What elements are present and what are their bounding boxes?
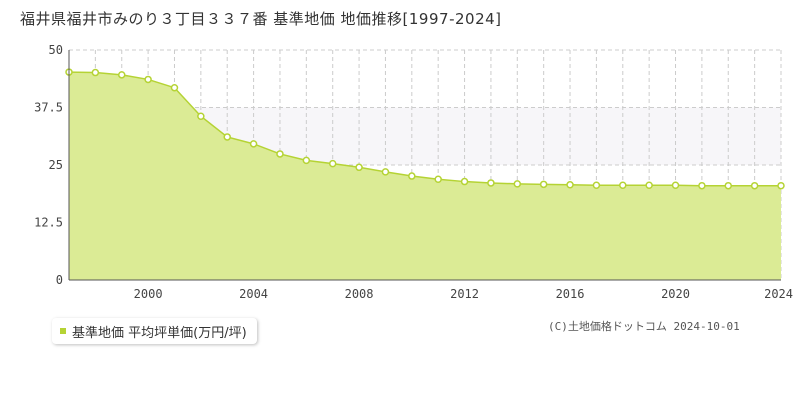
data-point[interactable] (408, 172, 416, 180)
data-point[interactable] (144, 75, 152, 84)
data-point[interactable] (487, 179, 495, 187)
data-point[interactable] (276, 150, 284, 158)
y-tick-label: 50 (49, 43, 63, 57)
data-point[interactable] (249, 140, 258, 148)
data-point[interactable] (645, 181, 653, 189)
data-point[interactable] (698, 181, 706, 190)
y-tick-label: 12.5 (34, 216, 63, 230)
data-point[interactable] (566, 181, 574, 189)
y-tick-label: 25 (49, 158, 63, 172)
data-point[interactable] (724, 181, 733, 190)
data-point[interactable] (460, 177, 469, 186)
x-tick-label: 2016 (556, 287, 585, 301)
data-point[interactable] (671, 181, 680, 189)
data-point[interactable] (434, 175, 442, 184)
data-point[interactable] (328, 159, 337, 168)
x-tick-label: 2020 (661, 287, 690, 301)
x-tick-label: 2004 (239, 287, 268, 301)
y-tick-label: 0 (56, 273, 63, 287)
data-point[interactable] (777, 181, 785, 190)
legend-label: 基準地価 平均坪単価(万円/坪) (72, 325, 247, 341)
data-point[interactable] (223, 133, 231, 141)
chart-title: 福井県福井市みのり３丁目３３７番 基準地価 地価推移[1997-2024] (20, 10, 502, 28)
chart-area: 0 12.5 25 37.5 50 2000 2004 2008 2012 2016 2020 202… (34, 43, 793, 301)
data-point[interactable] (91, 68, 100, 77)
x-tick-label: 2008 (345, 287, 374, 301)
data-point[interactable] (750, 181, 759, 190)
copyright-text: (C)土地価格ドットコム 2024-10-01 (548, 320, 740, 333)
x-tick-label: 2024 (764, 287, 793, 301)
data-point[interactable] (170, 83, 179, 92)
data-point[interactable] (302, 156, 311, 165)
data-point[interactable] (381, 168, 390, 176)
legend[interactable]: 基準地価 平均坪単価(万円/坪) (52, 318, 257, 344)
data-point[interactable] (592, 181, 601, 189)
series-area (69, 72, 781, 280)
y-tick-label: 37.5 (34, 101, 63, 115)
data-point[interactable] (197, 112, 205, 120)
x-tick-label: 2012 (450, 287, 479, 301)
data-point[interactable] (513, 180, 522, 188)
data-point[interactable] (619, 181, 627, 189)
legend-marker (60, 328, 66, 334)
x-tick-label: 2000 (134, 287, 163, 301)
series-line (68, 71, 781, 187)
data-point[interactable] (539, 180, 548, 189)
data-point[interactable] (355, 163, 363, 172)
data-point[interactable] (117, 71, 126, 79)
